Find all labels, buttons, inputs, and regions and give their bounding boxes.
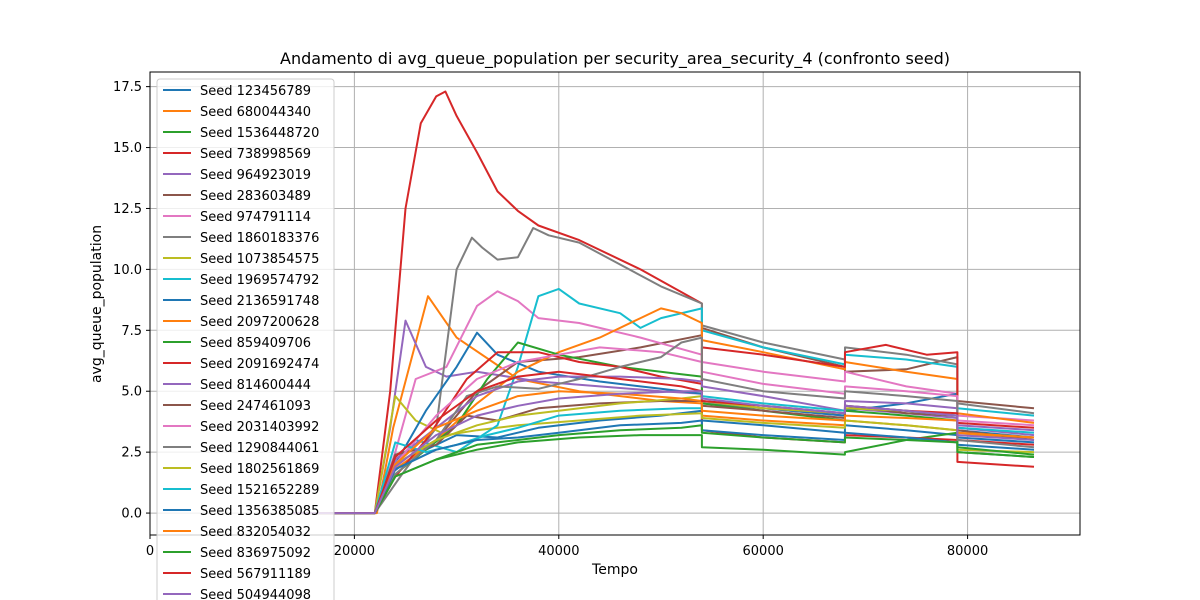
legend-entry-label: Seed 1860183376 [200, 231, 319, 246]
legend-entry-label: Seed 1290844061 [200, 441, 319, 456]
series-line-17 [293, 346, 1035, 515]
legend-entry-label: Seed 680044340 [200, 105, 311, 120]
y-tick-label: 0.0 [121, 507, 142, 522]
x-tick-label: 80000 [947, 544, 988, 559]
legend: Seed 123456789 Seed 680044340 Seed 1536448… [156, 78, 335, 600]
x-tick-label: 0 [146, 544, 154, 559]
legend-entry-label: Seed 2091692474 [200, 357, 319, 372]
legend-entry-label: Seed 123456789 [200, 84, 311, 99]
legend-entry-label: Seed 859409706 [200, 336, 311, 351]
legend-entry-label: Seed 836975092 [200, 546, 311, 561]
y-tick-label: 5.0 [121, 385, 142, 400]
series-line-7 [293, 290, 1035, 515]
y-tick-label: 12.5 [113, 202, 142, 217]
series-line-25 [293, 390, 1035, 515]
x-tick-label: 20000 [334, 544, 375, 559]
plot-area [293, 90, 1035, 515]
legend-entry-label: Seed 738998569 [200, 147, 311, 162]
y-axis-label: avg_queue_population [89, 225, 105, 383]
legend-entry-label: Seed 1356385085 [200, 504, 319, 519]
series-line-21 [293, 419, 1035, 515]
y-tick-label: 7.5 [121, 324, 142, 339]
series-line-22 [293, 390, 1035, 515]
legend-entry-label: Seed 504944098 [200, 588, 311, 600]
y-tick-label: 10.0 [113, 263, 142, 278]
plot-frame [149, 71, 1081, 536]
series-line-8 [293, 227, 1035, 515]
legend-entry-label: Seed 1802561869 [200, 462, 319, 477]
legend-entry-label: Seed 2136591748 [200, 294, 319, 309]
legend-entry-label: Seed 1073854575 [200, 252, 319, 267]
series-line-12 [293, 307, 1035, 515]
legend-entry-label: Seed 1969574792 [200, 273, 319, 288]
legend-entry-label: Seed 814600444 [200, 378, 311, 393]
x-axis-label: Tempo [591, 562, 638, 578]
legend-entry-label: Seed 283603489 [200, 189, 311, 204]
legend-entry-label: Seed 1521652289 [200, 483, 319, 498]
y-tick-label: 17.5 [113, 80, 142, 95]
legend-entry-label: Seed 832054032 [200, 525, 311, 540]
legend-entry-label: Seed 964923019 [200, 168, 311, 183]
legend-entry-label: Seed 567911189 [200, 567, 311, 582]
legend-entry-label: Seed 1536448720 [200, 126, 319, 141]
y-tick-label: 15.0 [113, 141, 142, 156]
series-line-9 [293, 395, 1035, 515]
legend-entry-label: Seed 2097200628 [200, 315, 319, 330]
chart-title: Andamento di avg_queue_population per se… [280, 49, 950, 69]
series-line-4 [293, 90, 1035, 515]
legend-entry-label: Seed 247461093 [200, 399, 311, 414]
legend-entry-label: Seed 974791114 [200, 210, 311, 225]
series-line-23 [293, 424, 1035, 515]
series-lines [293, 90, 1035, 515]
legend-box [156, 78, 335, 600]
series-line-10 [293, 287, 1035, 515]
x-axis: 0 20000 40000 60000 80000 [146, 535, 988, 559]
x-tick-label: 40000 [538, 544, 579, 559]
legend-entry-label: Seed 2031403992 [200, 420, 319, 435]
y-tick-label: 2.5 [121, 446, 142, 461]
y-axis: 0.0 2.5 5.0 7.5 10.0 12.5 15.0 17.5 [113, 80, 150, 522]
x-tick-label: 60000 [743, 544, 784, 559]
